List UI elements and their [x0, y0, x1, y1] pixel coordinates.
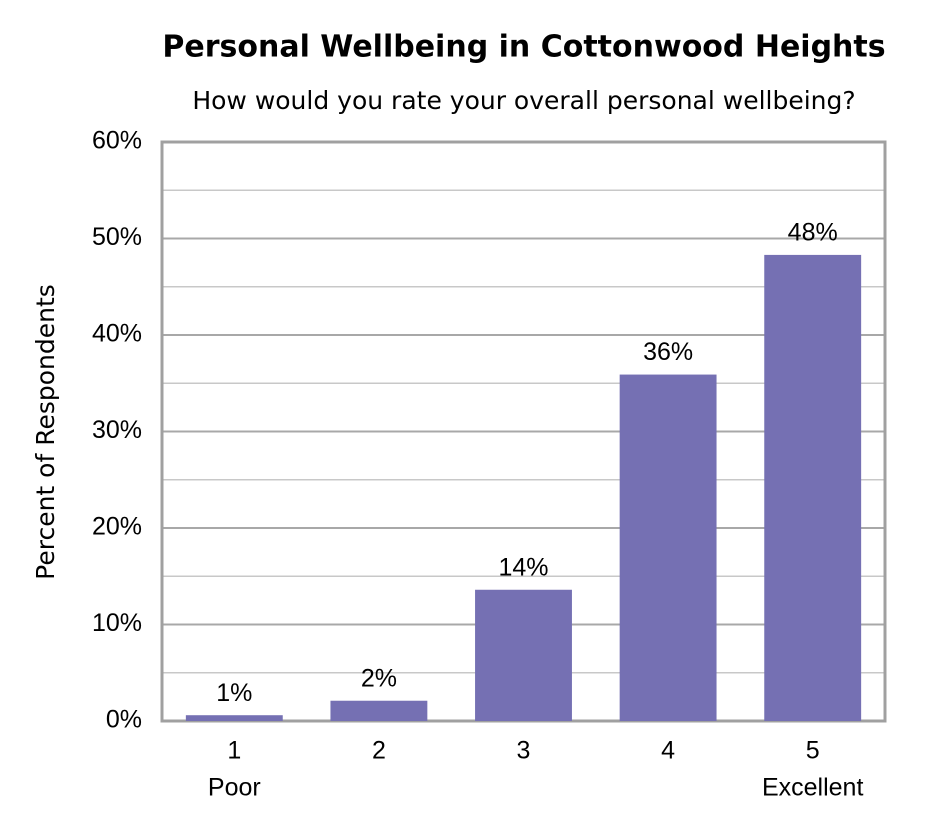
x-tick-label: 2 — [372, 737, 386, 765]
y-axis-label: Percent of Respondents — [31, 284, 60, 580]
x-tick-label: 3 — [517, 737, 531, 765]
x-tick-sublabel: Poor — [208, 774, 261, 802]
bar — [330, 700, 428, 721]
data-label: 48% — [788, 219, 838, 247]
y-tick-label: 0% — [106, 706, 142, 734]
chart-title: Personal Wellbeing in Cottonwood Heights — [162, 30, 885, 65]
y-tick-label: 20% — [92, 513, 142, 541]
bar — [475, 589, 572, 721]
x-tick-label: 5 — [806, 737, 820, 765]
x-tick-sublabel: Excellent — [762, 774, 863, 802]
y-tick-label: 10% — [92, 609, 142, 637]
chart-subtitle: How would you rate your overall personal… — [192, 86, 855, 115]
data-label: 1% — [216, 679, 252, 707]
bar — [764, 254, 862, 721]
bar — [619, 374, 717, 721]
y-tick-label: 30% — [92, 416, 142, 444]
data-label: 36% — [643, 338, 693, 366]
y-tick-label: 40% — [92, 320, 142, 348]
bar — [185, 715, 283, 721]
data-label: 2% — [361, 664, 397, 692]
y-tick-label: 60% — [92, 127, 142, 155]
y-tick-label: 50% — [92, 223, 142, 251]
x-tick-label: 1 — [227, 737, 241, 765]
data-label: 14% — [498, 553, 548, 581]
x-tick-label: 4 — [661, 737, 675, 765]
